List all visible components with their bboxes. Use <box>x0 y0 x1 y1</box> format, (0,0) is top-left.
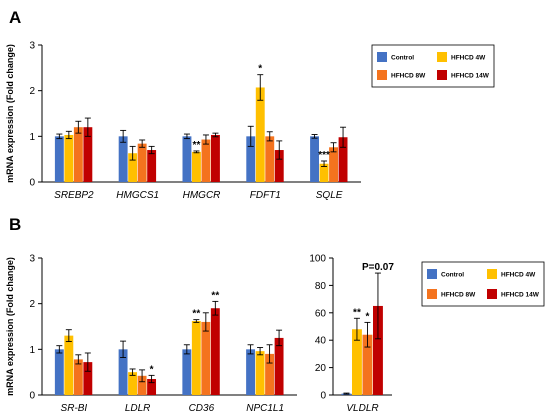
bar-sqle-hfhcd-8w <box>329 147 338 182</box>
legend-swatch-control <box>427 269 437 279</box>
significance-label: ** <box>211 290 219 301</box>
bar-hmgcs1-control <box>118 136 128 182</box>
significance-label: ** <box>192 309 200 320</box>
bar-vldlr-hfhcd-8w <box>362 334 373 395</box>
category-label: VLDLR <box>346 403 378 414</box>
panel-b-letter: B <box>9 215 21 234</box>
bar-fdft1-hfhcd-4w <box>255 87 265 182</box>
y-tick-label: 3 <box>29 254 35 265</box>
bar-vldlr-hfhcd-4w <box>352 329 362 395</box>
bar-cd36-hfhcd-14w <box>210 308 220 395</box>
category-label: HMGCS1 <box>116 190 159 201</box>
bar-hmgcs1-hfhcd-8w <box>137 143 147 182</box>
significance-label: ** <box>193 140 201 151</box>
bar-ldlr-control <box>118 349 128 395</box>
significance-label: P=0.07 <box>362 262 394 273</box>
legend-label-hfhcd-4w: HFHCD 4W <box>451 55 486 62</box>
bar-srebp2-hfhcd-14w <box>83 127 93 182</box>
legend-swatch-hfhcd-14w <box>437 70 447 80</box>
bar-cd36-control <box>182 349 192 395</box>
category-label: SR-BI <box>61 403 88 414</box>
bar-cd36-hfhcd-8w <box>201 321 211 395</box>
legend-swatch-hfhcd-8w <box>377 70 387 80</box>
bar-fdft1-control <box>246 136 256 182</box>
category-label: SREBP2 <box>54 190 94 201</box>
bar-sr-bi-control <box>54 349 64 395</box>
bar-sr-bi-hfhcd-14w <box>83 362 93 395</box>
bar-sqle-hfhcd-4w <box>319 163 329 182</box>
legend-label-hfhcd-4w: HFHCD 4W <box>501 272 536 279</box>
y-tick-label: 0 <box>320 391 326 402</box>
y-tick-label: 40 <box>315 336 327 347</box>
category-label: SQLE <box>316 190 343 201</box>
y-tick-label: 60 <box>315 308 327 319</box>
bar-fdft1-hfhcd-14w <box>274 150 284 182</box>
significance-label: ** <box>353 307 361 318</box>
legend-swatch-hfhcd-4w <box>487 269 497 279</box>
y-tick-label: 100 <box>309 254 326 265</box>
y-tick-label: 0 <box>29 391 35 402</box>
bar-ldlr-hfhcd-4w <box>128 372 138 395</box>
bar-sqle-hfhcd-14w <box>338 137 348 182</box>
chart-panel-a: 0 1 2 3 mRNA expression (Fold change) SREBP2 H… <box>5 41 495 201</box>
bar-hmgcr-hfhcd-4w <box>192 151 201 182</box>
legend-label-hfhcd-14w: HFHCD 14W <box>501 292 540 299</box>
bar-hmgcr-control <box>182 136 192 182</box>
legend-box <box>421 261 545 307</box>
legend-box <box>371 44 495 88</box>
bar-hmgcs1-hfhcd-14w <box>147 150 157 182</box>
legend-swatch-hfhcd-4w <box>437 52 447 62</box>
legend-swatch-hfhcd-14w <box>487 289 497 299</box>
significance-label: * <box>150 364 154 375</box>
y-tick-label: 0 <box>29 178 35 189</box>
y-tick-label: 2 <box>29 86 35 97</box>
bar-fdft1-hfhcd-8w <box>265 136 275 182</box>
bar-ldlr-hfhcd-14w <box>147 379 157 395</box>
y-tick-label: 1 <box>29 132 35 143</box>
legend-label-hfhcd-8w: HFHCD 8W <box>391 73 426 80</box>
legend-label-hfhcd-8w: HFHCD 8W <box>441 292 476 299</box>
legend-label-control: Control <box>391 55 414 62</box>
y-tick-label: 1 <box>29 345 35 356</box>
y-tick-label: 2 <box>29 299 35 310</box>
bar-npc1l1-control <box>246 349 256 395</box>
bar-ldlr-hfhcd-8w <box>137 375 147 395</box>
legend-swatch-hfhcd-8w <box>427 289 437 299</box>
bar-hmgcs1-hfhcd-4w <box>128 153 138 182</box>
category-label: NPC1L1 <box>246 403 284 414</box>
bar-srebp2-hfhcd-4w <box>64 134 74 182</box>
bar-sr-bi-hfhcd-8w <box>73 359 83 395</box>
significance-label: * <box>365 311 369 322</box>
category-label: CD36 <box>189 403 215 414</box>
y-axis-label: mRNA expression (Fold change) <box>5 44 15 183</box>
y-tick-label: 3 <box>29 41 35 52</box>
legend-label-hfhcd-14w: HFHCD 14W <box>451 73 490 80</box>
y-axis-label: mRNA expression (Fold change) <box>5 257 15 396</box>
bar-npc1l1-hfhcd-14w <box>274 337 284 395</box>
significance-label: * <box>258 64 262 75</box>
category-label: FDFT1 <box>250 190 281 201</box>
category-label: LDLR <box>125 403 151 414</box>
category-label: HMGCR <box>183 190 221 201</box>
bar-sqle-control <box>310 136 319 182</box>
legend-swatch-control <box>377 52 387 62</box>
bar-srebp2-hfhcd-8w <box>73 127 83 182</box>
bar-hmgcr-hfhcd-14w <box>211 134 220 182</box>
significance-label: *** <box>318 150 330 161</box>
chart-panel-b-left: 0 1 2 3 mRNA expression (Fold change) SR-BI LD… <box>5 254 297 414</box>
bar-vldlr-hfhcd-14w <box>373 305 383 395</box>
panel-a-letter: A <box>9 8 21 27</box>
bar-sr-bi-hfhcd-4w <box>64 335 74 395</box>
bar-cd36-hfhcd-4w <box>191 321 201 395</box>
bar-npc1l1-hfhcd-8w <box>265 353 275 395</box>
legend-label-control: Control <box>441 272 464 279</box>
y-tick-label: 20 <box>315 363 327 374</box>
bar-srebp2-control <box>54 136 64 182</box>
bar-npc1l1-hfhcd-4w <box>255 351 265 395</box>
bar-hmgcr-hfhcd-8w <box>201 139 211 182</box>
y-tick-label: 80 <box>315 281 327 292</box>
